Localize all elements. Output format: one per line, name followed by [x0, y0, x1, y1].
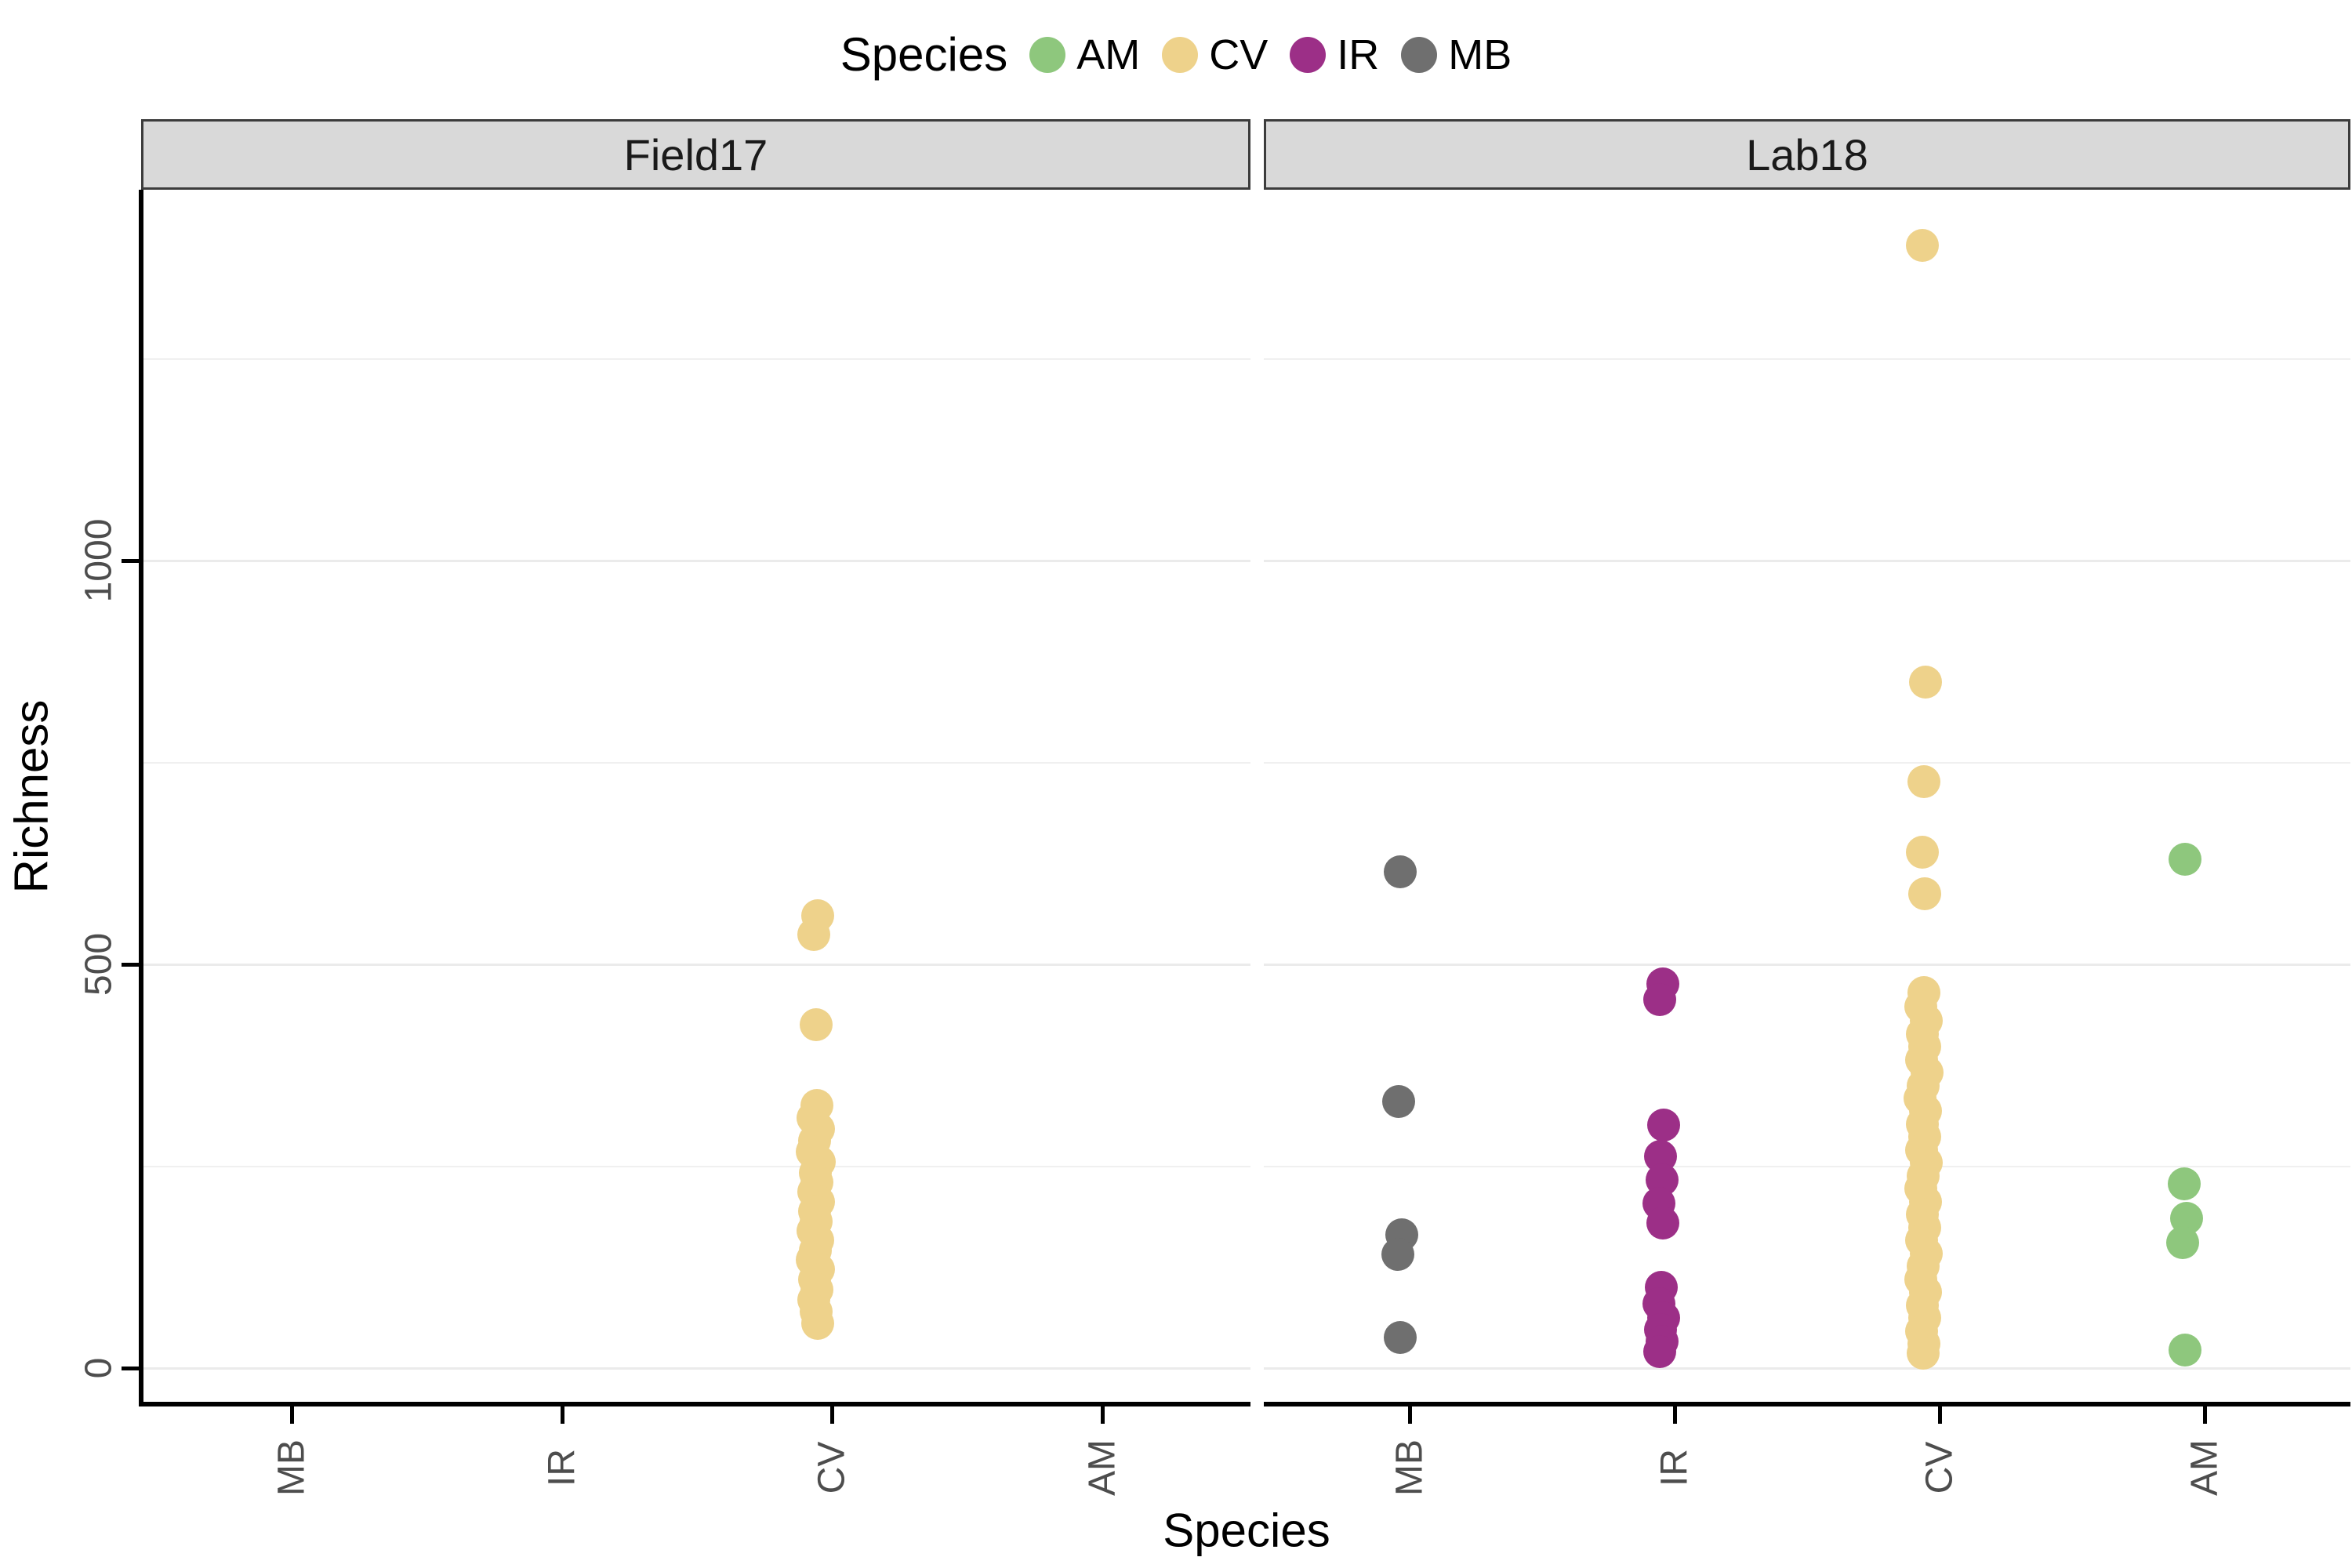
data-point-lab18-ir [1642, 983, 1676, 1017]
gridline-major [143, 964, 1250, 966]
data-point-lab18-am [2169, 1334, 2202, 1367]
gridline-major [1264, 560, 2350, 562]
facet-strip-field17: Field17 [141, 119, 1250, 190]
x-tick-mark [2203, 1406, 2208, 1424]
data-point-lab18-cv [1906, 835, 1940, 869]
gridline-major [1264, 1367, 2350, 1370]
data-point-lab18-cv [1906, 229, 1940, 263]
x-tick-label: AM [1081, 1439, 1123, 1496]
data-point-lab18-ir [1646, 1206, 1679, 1240]
gridline-minor [143, 1165, 1250, 1167]
facet-panel-lab18 [1264, 190, 2350, 1403]
x-tick-mark [1672, 1406, 1677, 1424]
data-point-lab18-cv [1908, 877, 1942, 911]
data-point-lab18-ir [1646, 1108, 1680, 1142]
legend-label: AM [1076, 31, 1141, 78]
x-tick-mark [290, 1406, 295, 1424]
x-tick-label: CV [811, 1441, 853, 1494]
y-tick-mark [122, 963, 139, 967]
data-point-lab18-am [2168, 1167, 2201, 1201]
facet-strip-lab18: Lab18 [1264, 119, 2350, 190]
legend-label: MB [1448, 31, 1512, 78]
gridline-major [1264, 964, 2350, 966]
x-tick-mark [1100, 1406, 1105, 1424]
x-tick-mark [1407, 1406, 1412, 1424]
legend-item-am: AM [1029, 31, 1140, 79]
y-tick-label: 0 [78, 1357, 120, 1379]
y-tick-label: 1000 [78, 518, 120, 603]
data-point-lab18-am [2169, 843, 2202, 877]
x-tick-label: CV [1918, 1441, 1961, 1494]
gridline-major [143, 1367, 1250, 1370]
x-axis-line [1264, 1402, 2350, 1406]
x-axis-line [143, 1402, 1250, 1406]
x-tick-label: MB [270, 1439, 313, 1496]
legend-item-cv: CV [1162, 31, 1268, 79]
gridline-major [143, 560, 1250, 562]
x-tick-label: AM [2183, 1439, 2226, 1496]
legend-color-dot-ir [1290, 36, 1327, 73]
y-tick-label: 500 [78, 932, 120, 996]
gridline-minor [143, 761, 1250, 764]
data-point-lab18-mb [1383, 855, 1417, 888]
gridline-minor [1264, 1165, 2350, 1167]
x-tick-label: IR [1653, 1449, 1696, 1486]
data-point-field17-cv [797, 917, 831, 951]
data-point-lab18-cv [1907, 765, 1941, 799]
gridline-minor [143, 358, 1250, 360]
legend: Species AM CV IR MB [0, 9, 2352, 100]
data-point-lab18-mb [1381, 1237, 1414, 1271]
data-point-lab18-mb [1383, 1320, 1417, 1354]
y-tick-mark [122, 1367, 139, 1370]
y-tick-mark [122, 559, 139, 563]
legend-item-mb: MB [1401, 31, 1512, 79]
data-point-field17-cv [801, 1307, 835, 1341]
data-point-lab18-ir [1642, 1335, 1676, 1369]
x-tick-label: IR [541, 1449, 583, 1486]
legend-label: IR [1337, 31, 1380, 78]
x-axis-title: Species [1163, 1504, 1330, 1557]
x-tick-mark [1938, 1406, 1943, 1424]
legend-color-dot-am [1029, 36, 1066, 73]
data-point-lab18-cv [1907, 1337, 1940, 1370]
data-point-lab18-mb [1381, 1085, 1415, 1119]
gridline-minor [1264, 358, 2350, 360]
facet-panel-field17 [143, 190, 1250, 1403]
x-tick-mark [830, 1406, 835, 1424]
data-point-field17-cv [800, 1008, 833, 1042]
y-axis-title: Richness [5, 699, 58, 894]
data-point-lab18-cv [1909, 665, 1943, 699]
gridline-minor [1264, 761, 2350, 764]
legend-item-ir: IR [1290, 31, 1379, 79]
y-axis-line [139, 190, 143, 1406]
data-point-lab18-am [2166, 1226, 2200, 1260]
legend-label: CV [1209, 31, 1269, 78]
legend-color-dot-mb [1401, 36, 1438, 73]
x-tick-label: MB [1388, 1439, 1431, 1496]
x-tick-mark [560, 1406, 564, 1424]
legend-color-dot-cv [1162, 36, 1199, 73]
legend-title: Species [840, 28, 1008, 81]
